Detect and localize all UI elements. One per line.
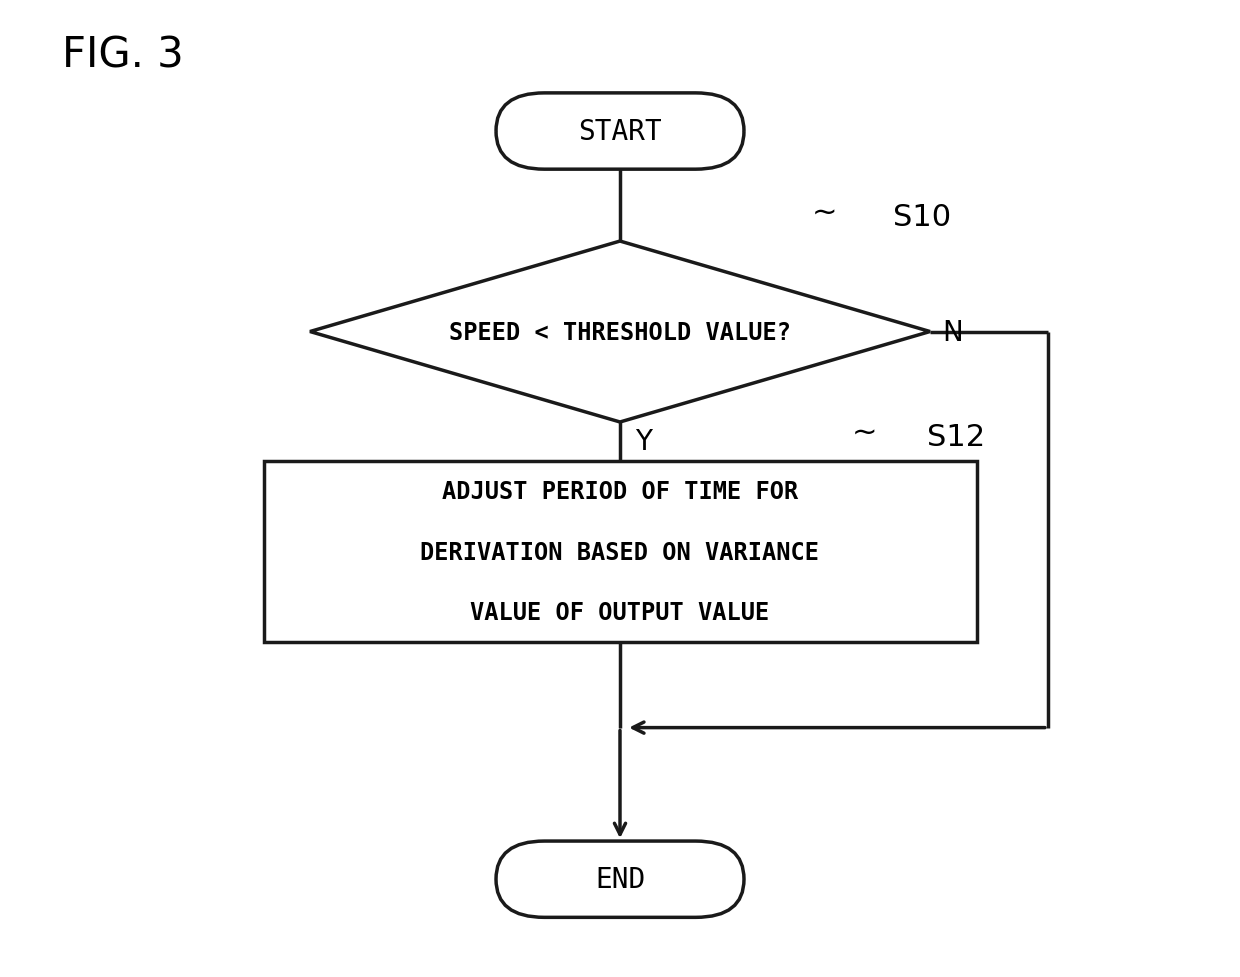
Text: ~: ~ (852, 418, 877, 447)
Text: START: START (578, 118, 662, 146)
Text: END: END (595, 866, 645, 893)
Text: Y: Y (635, 428, 652, 455)
Text: S10: S10 (893, 203, 951, 232)
Text: SPEED < THRESHOLD VALUE?: SPEED < THRESHOLD VALUE? (449, 320, 791, 344)
FancyBboxPatch shape (496, 94, 744, 170)
Text: DERIVATION BASED ON VARIANCE: DERIVATION BASED ON VARIANCE (420, 540, 820, 564)
Text: ~: ~ (811, 198, 837, 227)
Text: VALUE OF OUTPUT VALUE: VALUE OF OUTPUT VALUE (470, 601, 770, 624)
Text: S12: S12 (926, 423, 985, 451)
Bar (263, 461, 977, 643)
Text: N: N (942, 319, 963, 346)
FancyBboxPatch shape (496, 841, 744, 917)
Text: ADJUST PERIOD OF TIME FOR: ADJUST PERIOD OF TIME FOR (441, 480, 799, 503)
Polygon shape (310, 241, 930, 422)
Text: FIG. 3: FIG. 3 (62, 34, 184, 76)
